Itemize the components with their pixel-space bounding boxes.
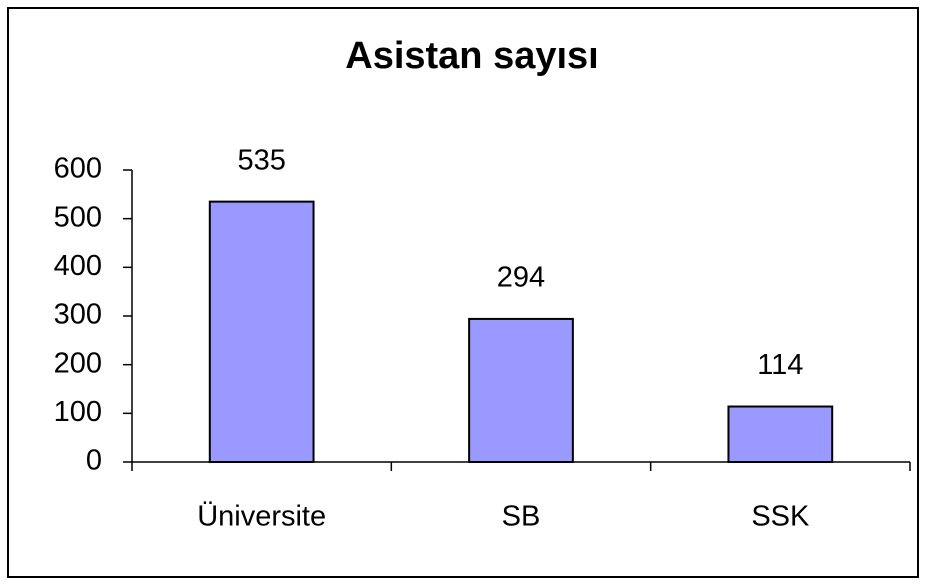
y-tick-label: 500 bbox=[54, 201, 102, 233]
y-tick-label: 300 bbox=[54, 299, 102, 331]
chart-title: Asistan sayısı bbox=[345, 35, 598, 77]
y-tick-label: 600 bbox=[54, 153, 102, 185]
x-tick-label: SB bbox=[502, 501, 541, 533]
bar bbox=[727, 405, 834, 463]
y-tick-label: 100 bbox=[54, 396, 102, 428]
y-tick-label: 200 bbox=[54, 347, 102, 379]
x-tick-label: SSK bbox=[751, 501, 810, 533]
x-tick-label: Üniversite bbox=[197, 501, 326, 533]
data-label: 114 bbox=[757, 349, 803, 381]
bar bbox=[208, 200, 315, 463]
y-tick-label: 400 bbox=[54, 250, 102, 282]
bar bbox=[468, 317, 574, 464]
chart-frame bbox=[7, 7, 919, 578]
data-label: 294 bbox=[497, 262, 545, 294]
y-tick-label: 0 bbox=[86, 445, 102, 477]
data-label: 535 bbox=[237, 144, 285, 176]
